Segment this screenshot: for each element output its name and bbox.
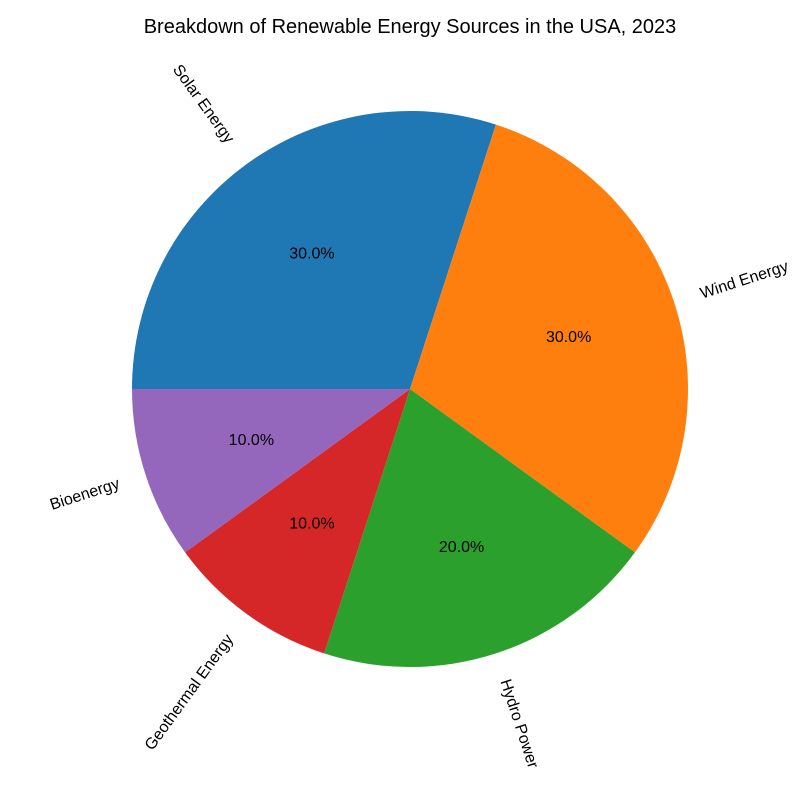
pct-label-wind-energy: 30.0% <box>546 329 591 346</box>
pie-slice-bioenergy <box>132 389 410 553</box>
pct-label-hydro-power: 20.0% <box>439 539 484 556</box>
pie-slice-geothermal-energy <box>185 389 410 654</box>
chart-title: Breakdown of Renewable Energy Sources in… <box>144 16 677 38</box>
pie-slice-hydro-power <box>324 389 635 667</box>
slice-label-wind-energy: Wind Energy <box>698 258 790 302</box>
slice-label-bioenergy: Bioenergy <box>48 475 122 513</box>
pct-label-bioenergy: 10.0% <box>229 432 274 449</box>
slice-label-solar-energy: Solar Energy <box>169 62 237 147</box>
pie-slices <box>132 111 688 667</box>
pct-label-solar-energy: 30.0% <box>289 246 334 263</box>
pie-slice-solar-energy <box>132 111 496 389</box>
pct-label-geothermal-energy: 10.0% <box>289 515 334 532</box>
pie-slice-wind-energy <box>410 124 688 553</box>
slice-label-geothermal-energy: Geothermal Energy <box>142 631 237 753</box>
slice-label-hydro-power: Hydro Power <box>496 677 541 771</box>
